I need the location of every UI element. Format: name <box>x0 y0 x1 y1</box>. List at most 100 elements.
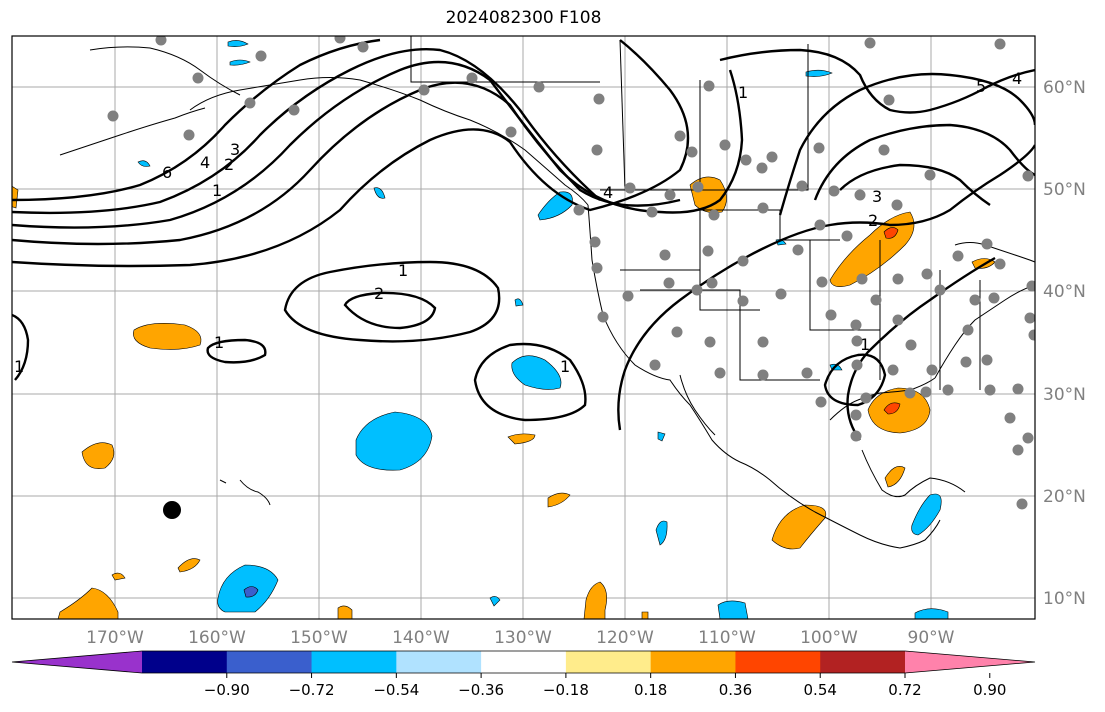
contour-label: 6 <box>162 163 172 182</box>
lat-tick-label: 60°N <box>1043 78 1086 98</box>
orange-blob <box>771 504 827 550</box>
colorbar-segment <box>650 651 736 673</box>
cyan-blob <box>355 411 433 471</box>
colorbar-tick-label: −0.72 <box>289 681 335 699</box>
orange-blob <box>133 323 202 350</box>
cyan-blob <box>717 600 749 619</box>
colorbar-tick-label: 0.72 <box>888 681 921 699</box>
orange-blob <box>57 587 119 619</box>
contour-label: 1 <box>860 335 870 354</box>
lat-axis-labels: 10°N 20°N 30°N 40°N 50°N 60°N <box>1043 78 1086 609</box>
colorbar-tick-label: −0.54 <box>373 681 419 699</box>
lat-tick-label: 40°N <box>1043 282 1086 302</box>
map-title: 2024082300 F108 <box>445 8 602 28</box>
orange-blob <box>583 581 607 619</box>
contour-line <box>719 48 1035 114</box>
colorbar-outline <box>11 650 1036 674</box>
highlight-point-marker <box>163 501 181 519</box>
lon-tick-label: 150°W <box>290 628 348 648</box>
contour-line <box>343 291 437 330</box>
orange-blob <box>81 442 115 469</box>
contour-label: 3 <box>872 187 882 206</box>
lon-tick-label: 160°W <box>188 628 246 648</box>
cyan-blob <box>655 520 668 546</box>
contour-line <box>12 39 690 268</box>
colorbar-segment <box>396 651 482 673</box>
orange-blob <box>641 611 649 619</box>
cyan-blob <box>914 608 949 619</box>
plot-frame <box>11 35 1036 620</box>
red-blob <box>883 227 899 239</box>
colorbar-tick-label: −0.90 <box>204 681 250 699</box>
colorbar-segment <box>142 651 228 673</box>
colorbar-extend-high <box>905 651 1035 673</box>
contour-line <box>823 353 887 407</box>
contour-label: 1 <box>212 181 222 200</box>
colorbar-segment <box>820 651 906 673</box>
lon-tick-label: 100°W <box>800 628 858 648</box>
orange-blob <box>547 492 571 508</box>
cyan-blob <box>227 40 249 47</box>
orange-blob <box>884 466 906 488</box>
contour-line <box>12 81 681 246</box>
contour-line <box>206 338 267 364</box>
contour-lines <box>12 38 1035 441</box>
contour-label: 1 <box>738 83 748 102</box>
lon-axis-labels: 170°W 160°W 150°W 140°W 130°W 120°W 110°… <box>86 628 955 648</box>
colorbar-segment <box>735 651 821 673</box>
contour-label: 2 <box>868 211 878 230</box>
contour-label: 1 <box>214 333 224 352</box>
contour-line <box>12 60 744 229</box>
colorbar: −0.90 −0.72 −0.54 −0.36 −0.18 0.18 0.36 0.54 0.7… <box>11 650 1036 699</box>
contour-label: 5 <box>976 77 986 96</box>
lon-tick-label: 140°W <box>392 628 450 648</box>
cyan-blob <box>511 355 562 390</box>
colorbar-segment <box>481 651 567 673</box>
lat-tick-label: 10°N <box>1043 589 1086 609</box>
contour-label: 2 <box>374 284 384 303</box>
lon-tick-label: 120°W <box>596 628 654 648</box>
contour-line <box>846 256 996 441</box>
blue-blob <box>243 586 259 598</box>
colorbar-tick-label: 0.18 <box>634 681 667 699</box>
cyan-blob <box>657 431 666 442</box>
contour-label: 2 <box>224 155 234 174</box>
red-blob <box>883 402 901 415</box>
contour-label: 1 <box>560 357 570 376</box>
contour-line <box>12 313 30 381</box>
cyan-blob <box>373 187 386 199</box>
colorbar-segment <box>226 651 313 673</box>
contour-line <box>12 48 601 215</box>
contour-line <box>813 123 1035 201</box>
contour-labels: 1 2 1 1 1 1 2 3 4 6 4 1 3 2 5 4 1 <box>14 69 1022 376</box>
lat-tick-label: 50°N <box>1043 180 1086 200</box>
lon-tick-label: 170°W <box>86 628 144 648</box>
contour-label: 4 <box>200 153 210 172</box>
contour-label: 4 <box>603 183 613 202</box>
orange-blob <box>177 558 201 573</box>
orange-blob <box>111 572 126 581</box>
cyan-blob <box>805 69 833 77</box>
cyan-blob <box>229 59 251 66</box>
lat-tick-label: 20°N <box>1043 487 1086 507</box>
colorbar-tick-label: 0.36 <box>719 681 752 699</box>
cyan-blob <box>514 298 524 307</box>
orange-blob <box>507 433 536 445</box>
lat-tick-label: 30°N <box>1043 385 1086 405</box>
colorbar-tick-label: −0.36 <box>458 681 504 699</box>
contour-label: 3 <box>230 140 240 159</box>
colorbar-tick-label: −0.18 <box>543 681 589 699</box>
orange-blob <box>12 185 19 209</box>
colorbar-tick-label: 0.54 <box>804 681 837 699</box>
contour-line <box>283 260 501 343</box>
colorbar-segment <box>565 651 652 673</box>
colorbar-tick-label: 0.90 <box>973 681 1006 699</box>
cyan-blob <box>911 493 942 536</box>
lon-tick-label: 130°W <box>494 628 552 648</box>
contour-line <box>778 72 1035 216</box>
contour-label: 1 <box>14 357 24 376</box>
colorbar-extend-low <box>12 651 142 673</box>
contour-line <box>839 163 991 206</box>
station-dots <box>107 36 1035 510</box>
